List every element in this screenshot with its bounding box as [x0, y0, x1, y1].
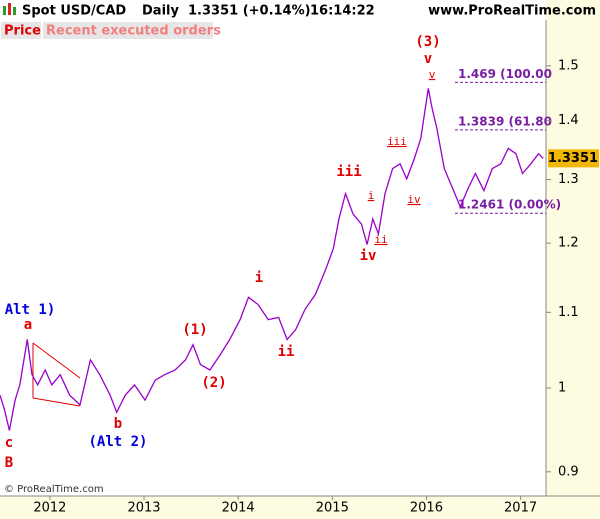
- wave-label: a: [24, 317, 32, 333]
- x-tick-label: 2012: [33, 501, 66, 516]
- y-tick-label: 1.4: [558, 113, 579, 128]
- price-button-label[interactable]: Price: [4, 24, 41, 39]
- plot: 1.469 (100.00 1.3839 (61.80 1.2461 (0.00%): [0, 67, 561, 431]
- price-button[interactable]: [1, 22, 41, 39]
- annotations: (3) v v iii iii i ii iv iv i (1) ii (2) …: [5, 34, 441, 471]
- price-line: [0, 88, 544, 431]
- wave-label: b: [114, 416, 122, 432]
- y-tick-label: 1.1: [558, 305, 579, 320]
- wave-label: c: [5, 435, 13, 451]
- wave-label: iv: [407, 193, 421, 206]
- wave-label: B: [5, 455, 13, 471]
- header: Spot USD/CAD Daily 1.3351 (+0.14%) 16:14…: [3, 3, 596, 19]
- x-axis-area: [0, 496, 600, 519]
- x-tick-label: 2016: [410, 501, 443, 516]
- icon: [3, 6, 6, 15]
- last-value-box: [548, 149, 599, 168]
- wave-label: (2): [201, 375, 226, 391]
- footer: © ProRealTime.com: [4, 484, 104, 495]
- wave-label: ii: [374, 233, 387, 246]
- trend-line: [32, 342, 81, 379]
- icon: [8, 3, 11, 15]
- x-tick-label: 2013: [127, 501, 160, 516]
- y-tick-label: 1: [558, 381, 566, 396]
- y-tick-label: 1.3: [558, 172, 579, 187]
- wave-label: Alt 1): [5, 302, 56, 318]
- title: Spot USD/CAD: [22, 4, 126, 19]
- y-tick-label: 1.5: [558, 58, 579, 73]
- wave-label: i: [255, 270, 263, 286]
- x-tick-label: 2015: [316, 501, 349, 516]
- orders-button-label[interactable]: Recent executed orders: [46, 24, 221, 39]
- wave-label: (3): [415, 34, 440, 50]
- fib-label: 1.2461 (0.00%): [458, 198, 561, 212]
- y-axis-area: [546, 0, 600, 519]
- y-tick-label: 0.9: [558, 464, 579, 479]
- wave-label: iv: [360, 248, 377, 264]
- wave-label: (1): [182, 322, 207, 338]
- quote: 1.3351 (+0.14%): [188, 4, 311, 19]
- last-value-label: 1.3351: [548, 151, 598, 166]
- wave-label: v: [429, 68, 436, 81]
- fib-label: 1.3839 (61.80: [458, 114, 552, 128]
- period: Daily: [142, 4, 179, 19]
- wave-label: i: [368, 189, 375, 202]
- x-tick-label: 2017: [504, 501, 537, 516]
- time: 16:14:22: [310, 4, 375, 19]
- x-tick-label: 2014: [222, 501, 255, 516]
- wave-label: (Alt 2): [88, 434, 147, 450]
- trend-line: [32, 397, 81, 407]
- fib-label: 1.469 (100.00: [458, 67, 552, 81]
- wave-label: v: [424, 51, 432, 67]
- orders-button[interactable]: [43, 22, 213, 39]
- wave-label: iii: [336, 164, 361, 180]
- y-tick-label: 1.2: [558, 236, 579, 251]
- wave-label: iii: [387, 135, 407, 148]
- source: www.ProRealTime.com: [428, 4, 596, 19]
- wave-label: ii: [278, 344, 295, 360]
- icon: [13, 7, 16, 15]
